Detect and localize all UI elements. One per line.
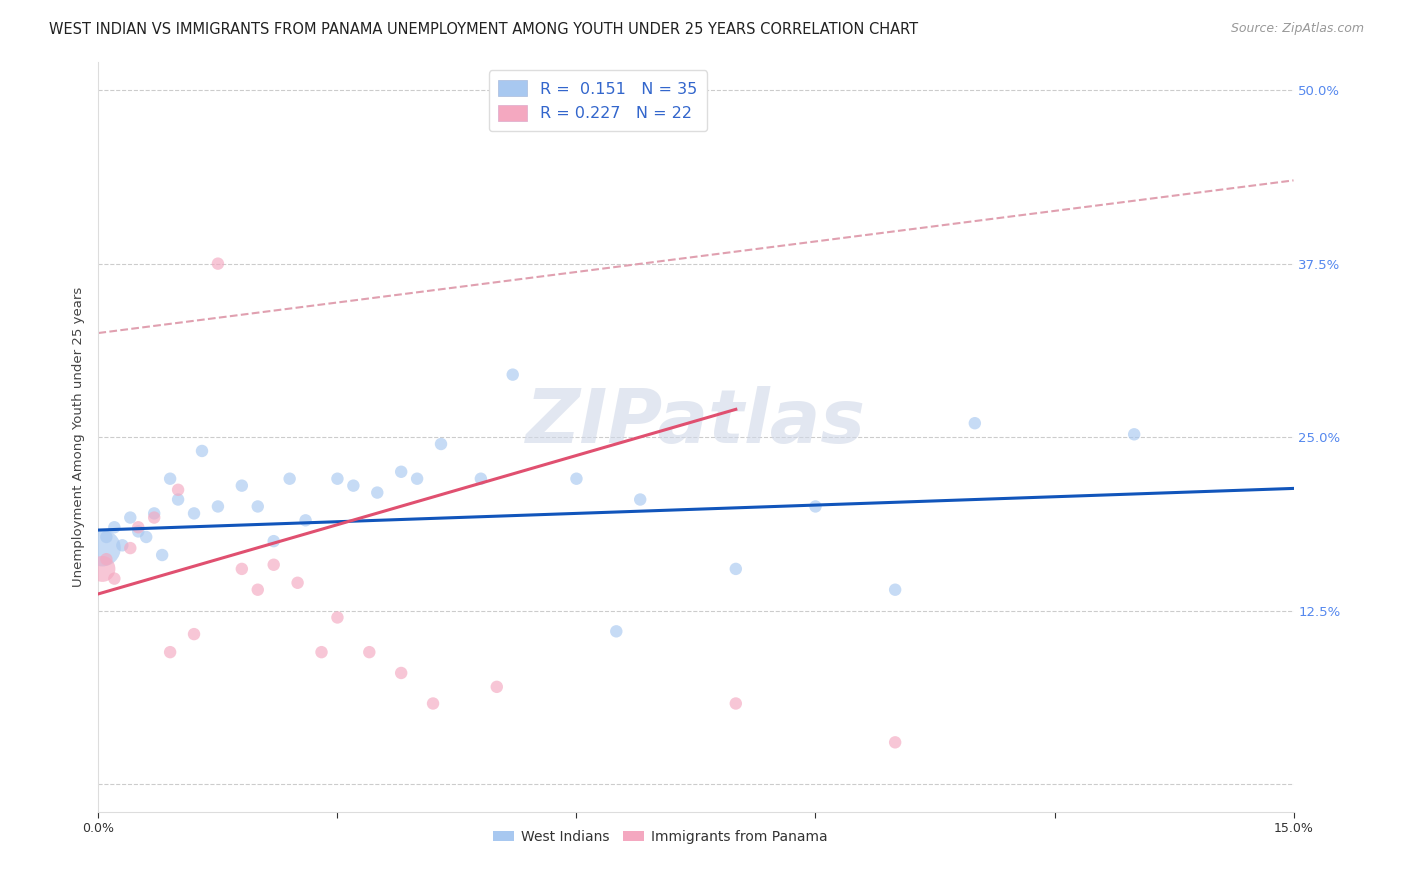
Point xyxy=(287,575,309,590)
Point xyxy=(150,548,173,562)
Point xyxy=(127,524,149,539)
Point xyxy=(191,444,214,458)
Point xyxy=(884,735,907,749)
Point xyxy=(207,257,229,271)
Point xyxy=(724,562,747,576)
Point xyxy=(884,582,907,597)
Point xyxy=(326,472,349,486)
Point xyxy=(167,492,190,507)
Point xyxy=(183,627,205,641)
Point xyxy=(120,541,142,555)
Point xyxy=(311,645,333,659)
Point xyxy=(342,478,364,492)
Point xyxy=(389,465,412,479)
Point xyxy=(143,507,166,521)
Point xyxy=(430,437,453,451)
Point xyxy=(91,541,114,555)
Point xyxy=(159,645,181,659)
Point xyxy=(605,624,627,639)
Text: WEST INDIAN VS IMMIGRANTS FROM PANAMA UNEMPLOYMENT AMONG YOUTH UNDER 25 YEARS CO: WEST INDIAN VS IMMIGRANTS FROM PANAMA UN… xyxy=(49,22,918,37)
Text: ZIPatlas: ZIPatlas xyxy=(526,385,866,458)
Point xyxy=(724,697,747,711)
Point xyxy=(359,645,381,659)
Point xyxy=(294,513,316,527)
Point xyxy=(91,562,114,576)
Y-axis label: Unemployment Among Youth under 25 years: Unemployment Among Youth under 25 years xyxy=(72,287,86,587)
Point xyxy=(963,416,986,430)
Point xyxy=(207,500,229,514)
Point xyxy=(1123,427,1146,442)
Point xyxy=(502,368,524,382)
Point xyxy=(263,558,285,572)
Point xyxy=(159,472,181,486)
Point xyxy=(326,610,349,624)
Point xyxy=(246,500,269,514)
Point xyxy=(263,534,285,549)
Point xyxy=(127,520,149,534)
Legend: West Indians, Immigrants from Panama: West Indians, Immigrants from Panama xyxy=(488,824,832,850)
Point xyxy=(422,697,444,711)
Point xyxy=(246,582,269,597)
Point xyxy=(135,530,157,544)
Point xyxy=(111,538,134,552)
Point xyxy=(804,500,827,514)
Point xyxy=(565,472,588,486)
Point xyxy=(278,472,301,486)
Text: Source: ZipAtlas.com: Source: ZipAtlas.com xyxy=(1230,22,1364,36)
Point xyxy=(120,510,142,524)
Point xyxy=(96,552,118,566)
Point xyxy=(103,572,125,586)
Point xyxy=(231,478,253,492)
Point xyxy=(96,530,118,544)
Point xyxy=(628,492,651,507)
Point xyxy=(485,680,508,694)
Point xyxy=(103,520,125,534)
Point xyxy=(231,562,253,576)
Point xyxy=(366,485,388,500)
Point xyxy=(470,472,492,486)
Point xyxy=(389,665,412,680)
Point xyxy=(406,472,429,486)
Point xyxy=(167,483,190,497)
Point xyxy=(183,507,205,521)
Point xyxy=(143,510,166,524)
